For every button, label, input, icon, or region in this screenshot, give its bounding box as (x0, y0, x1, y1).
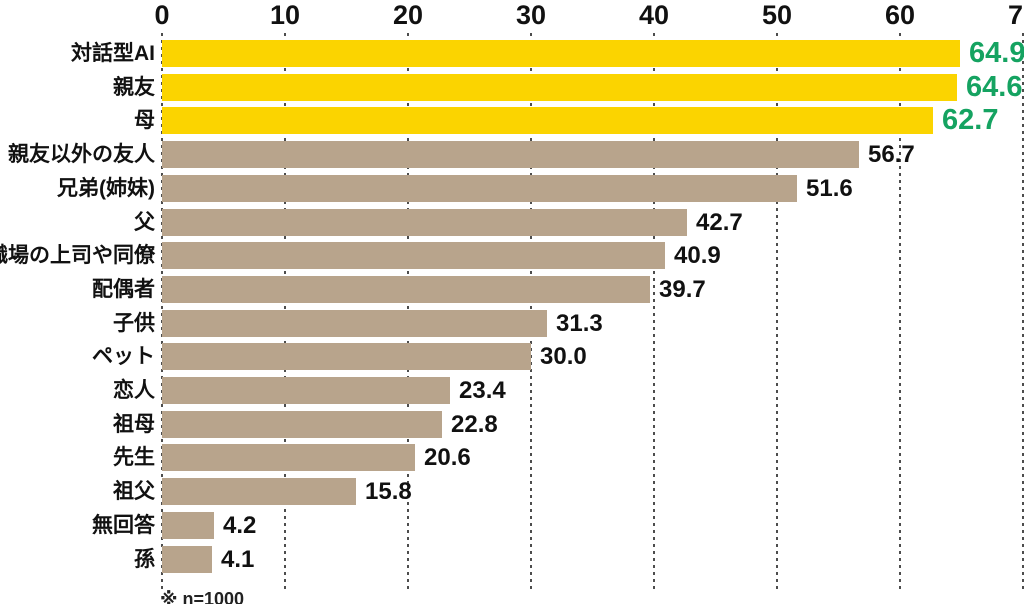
category-label: 恋人 (113, 379, 155, 402)
value-label: 64.6 (966, 71, 1023, 103)
category-label: 親友以外の友人 (8, 143, 155, 166)
gridline (899, 33, 901, 589)
category-label: 孫 (134, 548, 155, 571)
category-label: 祖父 (113, 480, 155, 503)
value-label: 40.9 (674, 242, 721, 269)
bar-row: 親友以外の友人 56.7 (0, 141, 1024, 168)
bar-row: 職場の上司や同僚 40.9 (0, 242, 1024, 269)
bar-row: 子供 31.3 (0, 310, 1024, 337)
bar-row: 祖父 15.8 (0, 478, 1024, 505)
x-axis-tick-label: 50 (761, 0, 793, 30)
value-label: 31.3 (556, 310, 603, 337)
bar (162, 377, 450, 404)
x-axis-tick-label: 10 (269, 0, 301, 30)
value-label: 4.2 (223, 512, 257, 539)
category-label: 配偶者 (92, 278, 155, 301)
category-label: 対話型AI (71, 42, 155, 65)
bar-row: 孫 4.1 (0, 546, 1024, 573)
category-label: 職場の上司や同僚 (0, 244, 155, 267)
bar (162, 512, 214, 539)
x-axis-tick-label: 30 (515, 0, 547, 30)
bar (162, 141, 859, 168)
category-label: 兄弟(姉妹) (57, 177, 155, 200)
category-label: 無回答 (92, 514, 155, 537)
bar (162, 310, 547, 337)
category-label: ペット (92, 345, 155, 368)
category-label: 子供 (113, 312, 155, 335)
gridline (653, 33, 655, 589)
bar (162, 444, 415, 471)
bar-row: 父 42.7 (0, 209, 1024, 236)
bar (162, 343, 531, 370)
sample-size-note: ※ n=1000 (160, 589, 245, 604)
category-label: 親友 (113, 76, 155, 99)
value-label: 30.0 (540, 343, 587, 370)
bar-row: 兄弟(姉妹) 51.6 (0, 175, 1024, 202)
bar-row: 対話型AI 64.9 (0, 37, 1024, 69)
bar-row: ペット 30.0 (0, 343, 1024, 370)
bar (162, 546, 212, 573)
value-label: 22.8 (451, 411, 498, 438)
bar (162, 209, 687, 236)
bar-row: 無回答 4.2 (0, 512, 1024, 539)
bar-row: 恋人 23.4 (0, 377, 1024, 404)
category-label: 母 (134, 109, 155, 132)
bar (162, 411, 442, 438)
bar (162, 276, 650, 303)
bar (162, 175, 797, 202)
bar-highlighted (162, 74, 957, 101)
value-label: 62.7 (942, 104, 999, 136)
bar-row: 親友 64.6 (0, 71, 1024, 103)
x-axis-tick-label: 0 (154, 0, 170, 30)
category-label: 父 (134, 211, 155, 234)
gridline (1022, 33, 1024, 589)
category-label: 祖母 (113, 413, 155, 436)
bar-row: 母 62.7 (0, 104, 1024, 136)
bar-row: 先生 20.6 (0, 444, 1024, 471)
x-axis-tick-label: 20 (392, 0, 424, 30)
category-label: 先生 (113, 446, 155, 469)
x-axis-tick-label: 40 (638, 0, 670, 30)
value-label: 56.7 (868, 141, 915, 168)
bar-highlighted (162, 40, 960, 67)
x-axis-tick-label: 60 (884, 0, 916, 30)
value-label: 51.6 (806, 175, 853, 202)
bar-highlighted (162, 107, 933, 134)
bar (162, 242, 665, 269)
x-axis-tick-label: 70 (1007, 0, 1024, 30)
value-label: 64.9 (969, 37, 1024, 69)
value-label: 23.4 (459, 377, 506, 404)
gridline (776, 33, 778, 589)
value-label: 42.7 (696, 209, 743, 236)
value-label: 20.6 (424, 444, 471, 471)
bar-row: 配偶者 39.7 (0, 276, 1024, 303)
bar-row: 祖母 22.8 (0, 411, 1024, 438)
value-label: 4.1 (221, 546, 255, 573)
value-label: 39.7 (659, 276, 706, 303)
value-label: 15.8 (365, 478, 412, 505)
bar (162, 478, 356, 505)
